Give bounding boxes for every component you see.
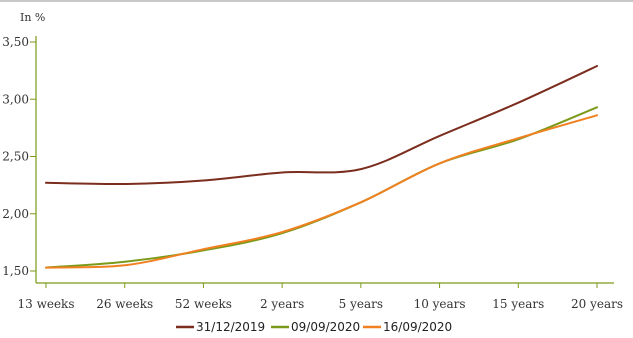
y-tick-label: 2,00 (2, 207, 29, 221)
series-line-2 (45, 106, 598, 269)
x-tick-label: 15 years (492, 297, 544, 311)
y-tick-label: 1,50 (2, 264, 29, 278)
x-tick-label: 13 weeks (18, 297, 75, 311)
legend-label: 31/12/2019 (196, 320, 265, 334)
x-tick-label: 2 years (260, 297, 304, 311)
x-tick-label: 20 years (571, 297, 623, 311)
x-tick-label: 10 years (414, 297, 466, 311)
x-tick-label: 5 years (339, 297, 383, 311)
x-tick-label: 26 weeks (96, 297, 153, 311)
y-axis-unit-label: In % (20, 11, 45, 24)
y-tick-label: 2,50 (2, 150, 29, 164)
y-axis-ticks: 1,50 2,00 2,50 3,00 3,50 (2, 35, 36, 278)
legend-label: 09/09/2020 (291, 320, 360, 334)
legend-label: 16/09/2020 (383, 320, 452, 334)
legend: 31/12/2019 09/09/2020 16/09/2020 (176, 320, 452, 334)
top-border (0, 0, 633, 2)
y-tick-label: 3,00 (2, 92, 29, 106)
series-lines (45, 65, 598, 269)
y-tick-label: 3,50 (2, 35, 29, 49)
x-tick-label: 52 weeks (175, 297, 232, 311)
series-line-3 (45, 114, 598, 269)
x-axis-ticks: 13 weeks 26 weeks 52 weeks 2 years 5 years 10… (18, 283, 623, 311)
series-line-1 (45, 65, 598, 186)
